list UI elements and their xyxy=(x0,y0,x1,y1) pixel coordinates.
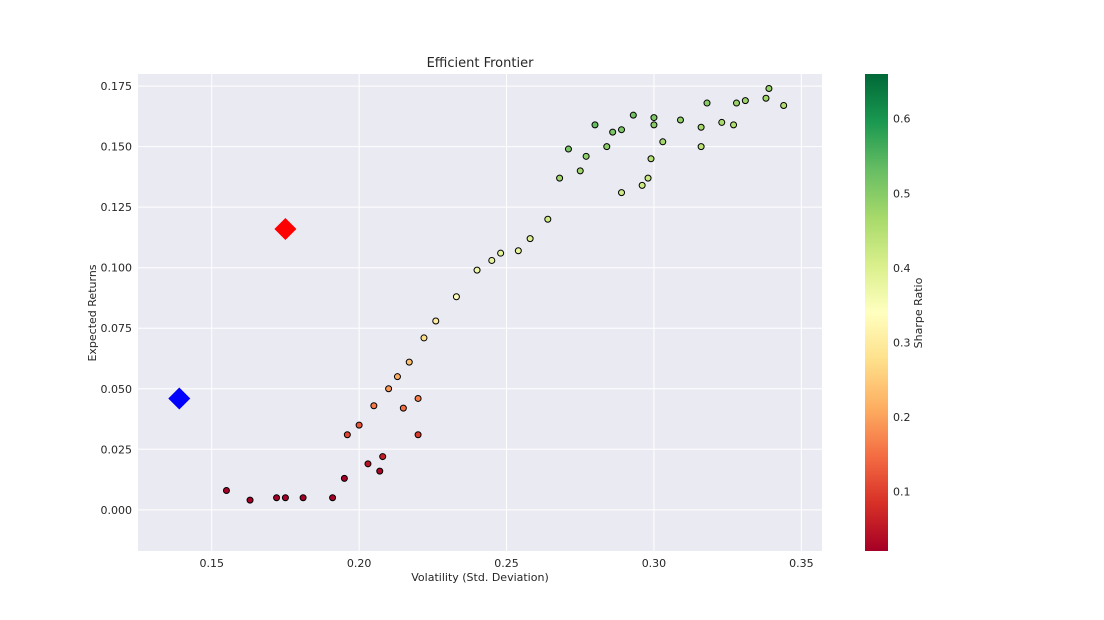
highlight-markers xyxy=(168,217,297,410)
x-tick-label: 0.20 xyxy=(347,557,372,570)
x-tick-label: 0.15 xyxy=(199,557,224,570)
portfolio-point xyxy=(603,143,611,151)
portfolio-point xyxy=(473,266,481,274)
portfolio-point xyxy=(647,155,655,163)
portfolio-point xyxy=(246,496,254,504)
portfolio-point xyxy=(414,394,422,402)
colorbar xyxy=(865,74,888,551)
portfolio-point xyxy=(703,99,711,107)
y-tick-label: 0.000 xyxy=(101,504,133,517)
grid-lines xyxy=(138,74,822,551)
portfolio-point xyxy=(644,174,652,182)
portfolio-point xyxy=(488,256,496,264)
plot-area xyxy=(138,74,822,551)
y-tick-label: 0.175 xyxy=(101,80,133,93)
portfolio-point xyxy=(370,402,378,410)
portfolio-point xyxy=(618,189,626,197)
x-axis-ticks: 0.15 0.20 0.25 0.30 0.35 xyxy=(199,557,813,570)
portfolio-point xyxy=(659,138,667,146)
portfolio-point xyxy=(379,453,387,461)
portfolio-point xyxy=(762,94,770,102)
portfolio-point xyxy=(650,114,658,122)
portfolio-point xyxy=(780,101,788,109)
portfolio-point xyxy=(405,358,413,366)
portfolio-point xyxy=(697,123,705,131)
portfolio-point xyxy=(432,317,440,325)
y-axis-label: Expected Returns xyxy=(86,264,99,361)
portfolio-point xyxy=(638,181,646,189)
portfolio-point xyxy=(544,215,552,223)
portfolio-point xyxy=(718,118,726,126)
portfolio-point xyxy=(650,121,658,129)
portfolio-point xyxy=(364,460,372,468)
scatter-points xyxy=(222,85,788,504)
x-tick-label: 0.30 xyxy=(642,557,667,570)
portfolio-point xyxy=(222,486,230,494)
y-axis-ticks: 0.000 0.025 0.050 0.075 0.100 0.125 0.150 0.175 xyxy=(101,80,133,517)
portfolio-point xyxy=(329,494,337,502)
portfolio-point xyxy=(340,474,348,482)
portfolio-point xyxy=(741,97,749,105)
portfolio-point xyxy=(376,467,384,475)
portfolio-point xyxy=(765,85,773,93)
colorbar-tick-label: 0.5 xyxy=(893,187,911,200)
y-tick-label: 0.025 xyxy=(101,443,133,456)
chart-title: Efficient Frontier xyxy=(427,56,534,71)
colorbar-tick-label: 0.3 xyxy=(893,336,911,349)
y-tick-label: 0.100 xyxy=(101,262,133,275)
colorbar-ticks: 0.1 0.2 0.3 0.4 0.5 0.6 xyxy=(893,113,911,499)
x-tick-label: 0.35 xyxy=(789,557,814,570)
portfolio-point xyxy=(676,116,684,124)
portfolio-point xyxy=(526,235,534,243)
portfolio-point xyxy=(514,247,522,255)
y-tick-label: 0.075 xyxy=(101,322,133,335)
portfolio-point xyxy=(299,494,307,502)
max-sharpe-marker xyxy=(274,217,297,240)
colorbar-tick-label: 0.6 xyxy=(893,113,911,126)
portfolio-point xyxy=(355,421,363,429)
colorbar-label: Sharpe Ratio xyxy=(912,277,925,348)
portfolio-point xyxy=(556,174,564,182)
portfolio-point xyxy=(629,111,637,119)
portfolio-point xyxy=(343,431,351,439)
portfolio-point xyxy=(420,334,428,342)
portfolio-point xyxy=(618,126,626,134)
portfolio-point xyxy=(281,494,289,502)
portfolio-point xyxy=(497,249,505,257)
portfolio-point xyxy=(414,431,422,439)
portfolio-point xyxy=(273,494,281,502)
colorbar-tick-label: 0.1 xyxy=(893,485,911,498)
colorbar-tick-label: 0.2 xyxy=(893,411,911,424)
portfolio-point xyxy=(564,145,572,153)
portfolio-point xyxy=(730,121,738,129)
portfolio-point xyxy=(733,99,740,107)
colorbar-tick-label: 0.4 xyxy=(893,262,911,275)
portfolio-point xyxy=(576,167,584,175)
portfolio-point xyxy=(393,373,401,381)
portfolio-point xyxy=(452,293,460,301)
x-tick-label: 0.25 xyxy=(494,557,519,570)
portfolio-point xyxy=(591,121,599,129)
portfolio-point xyxy=(385,385,393,393)
portfolio-point xyxy=(697,143,705,151)
y-tick-label: 0.150 xyxy=(101,141,133,154)
portfolio-point xyxy=(609,128,617,136)
portfolio-point xyxy=(399,404,407,412)
min-volatility-marker xyxy=(168,387,191,410)
y-tick-label: 0.125 xyxy=(101,201,133,214)
y-tick-label: 0.050 xyxy=(101,383,133,396)
portfolio-point xyxy=(582,152,590,160)
x-axis-label: Volatility (Std. Deviation) xyxy=(411,571,548,584)
